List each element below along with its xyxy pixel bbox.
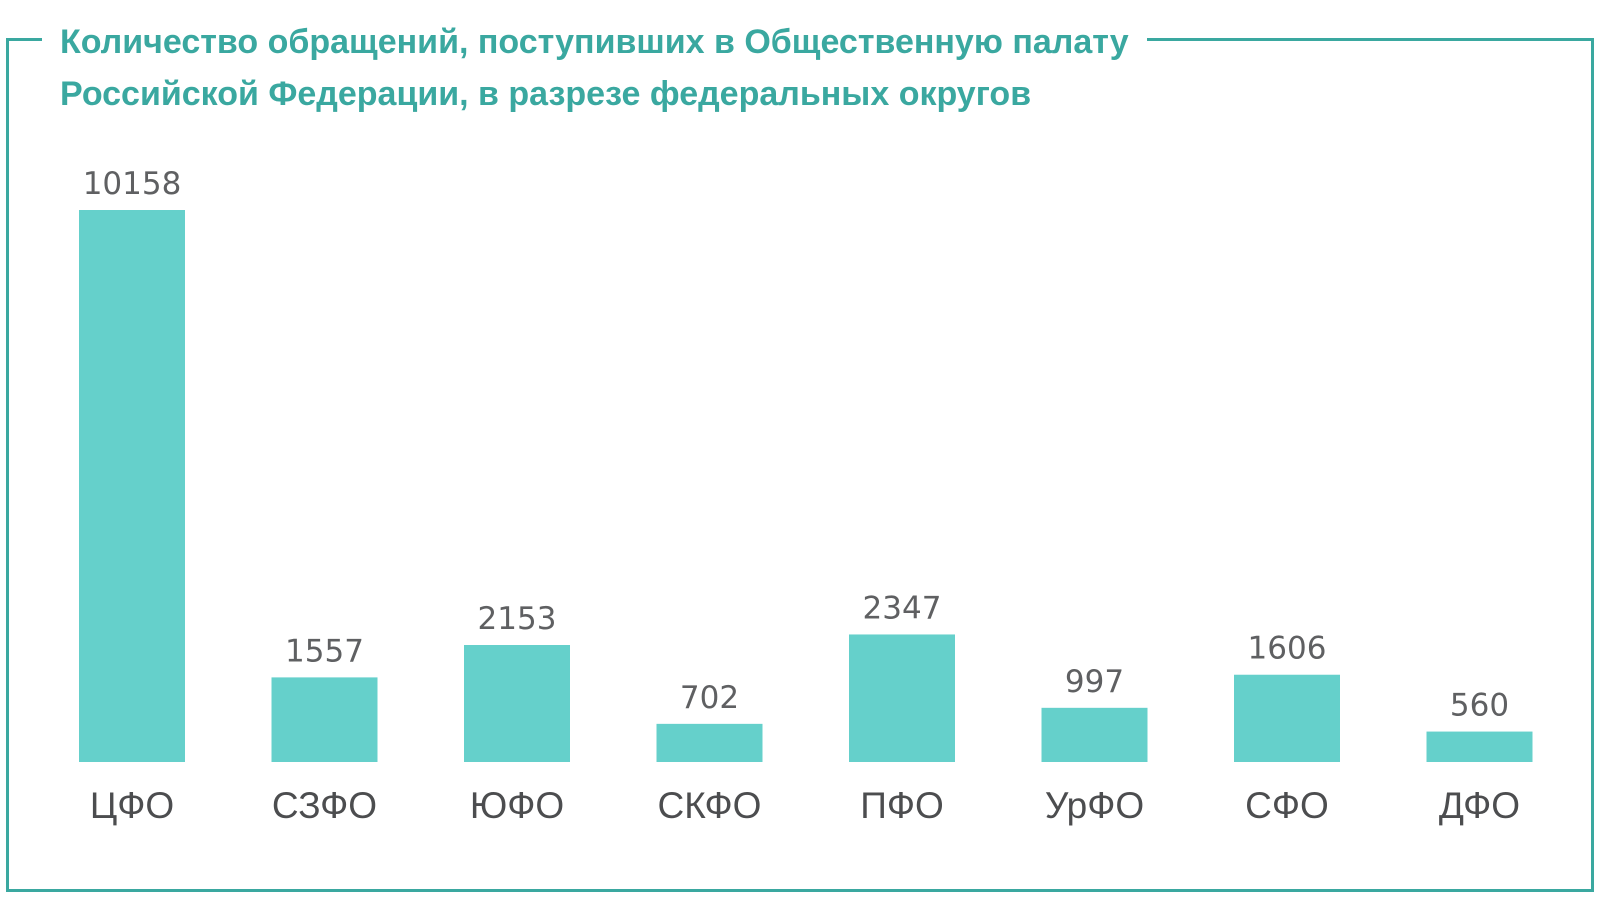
value-label-0: 10158	[83, 166, 182, 202]
category-label-7: ДФО	[1439, 785, 1520, 826]
category-label-2: ЮФО	[470, 785, 564, 826]
chart-title: Количество обращений, поступивших в Обще…	[42, 16, 1147, 120]
category-label-3: СКФО	[658, 785, 762, 826]
value-label-5: 997	[1065, 664, 1124, 700]
chart-title-line-1: Количество обращений, поступивших в Обще…	[60, 23, 1129, 61]
bar-5	[1041, 707, 1148, 762]
category-label-4: ПФО	[860, 785, 944, 826]
value-label-1: 1557	[285, 633, 364, 669]
bar-6	[1234, 674, 1340, 762]
bar-0	[79, 210, 185, 762]
value-label-6: 1606	[1248, 631, 1327, 667]
value-label-3: 702	[680, 680, 739, 716]
value-label-2: 2153	[478, 601, 557, 637]
bar-2	[464, 645, 570, 762]
category-label-1: СЗФО	[272, 785, 377, 826]
bar-7	[1426, 731, 1533, 762]
bar-1	[271, 677, 378, 762]
bar-3	[656, 723, 763, 762]
category-label-6: СФО	[1245, 785, 1329, 826]
value-label-4: 2347	[863, 590, 942, 626]
bar-4	[849, 634, 955, 762]
chart-title-line-2: Российской Федерации, в разрезе федераль…	[60, 75, 1032, 113]
value-label-7: 560	[1450, 688, 1509, 724]
category-label-0: ЦФО	[90, 785, 174, 826]
category-label-5: УрФО	[1045, 785, 1144, 826]
